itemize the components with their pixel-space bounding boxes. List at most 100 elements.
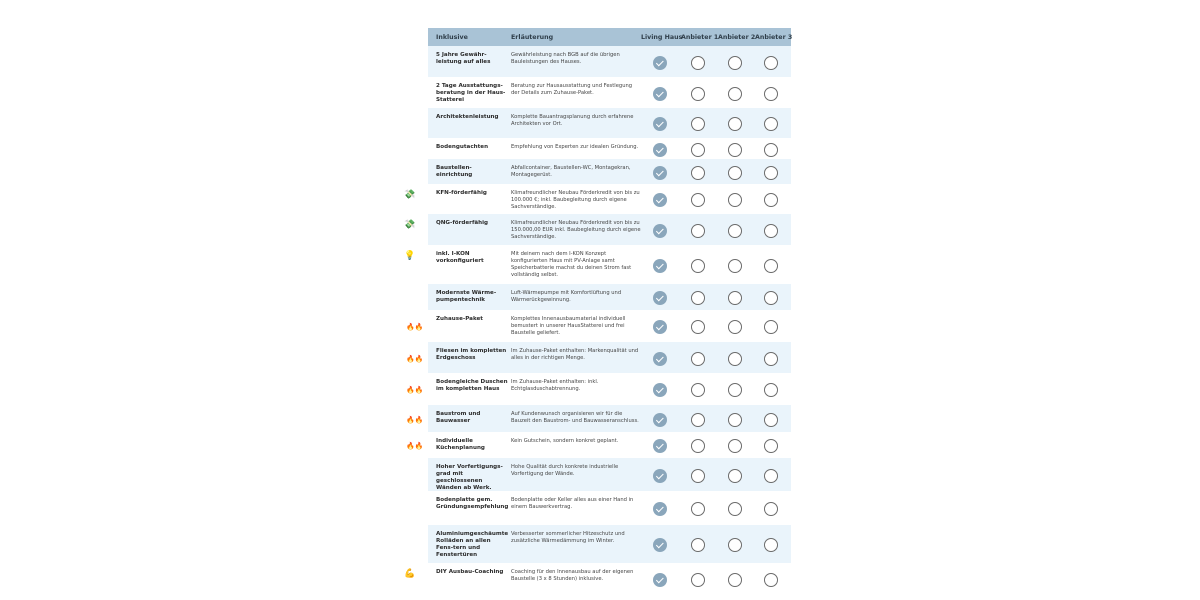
empty-circle-icon [764, 412, 778, 427]
feature-explanation: Im Zuhause-Paket enthalten: inkl. Echtgl… [511, 379, 599, 392]
table-row: 5 Jahre Gewähr-leistung auf alles Gewährl… [428, 46, 791, 77]
table-row: Baustellen-einrichtung Abfallcontainer, B… [428, 159, 791, 184]
feature-explanation: Empfehlung von Experten zur idealen Grün… [511, 144, 639, 150]
table-body: 5 Jahre Gewähr-leistung auf alles Gewährl… [404, 46, 791, 595]
header-anbieter-2: Anbieter 2 [718, 34, 756, 41]
check-icon [653, 193, 667, 207]
feature-explanation: Auf Kundenwunsch organisieren wir für di… [511, 411, 639, 424]
check-icon [653, 291, 667, 305]
check-icon [653, 468, 667, 483]
empty-circle-icon [728, 351, 742, 366]
feature-label: inkl. I-KON vorkonfiguriert [436, 251, 484, 264]
empty-circle-icon [764, 502, 778, 516]
empty-circle-icon [691, 320, 705, 334]
feature-label: Bodengleiche Duschen im kompletten Haus [436, 379, 508, 392]
feature-explanation: Im Zuhause-Paket enthalten: Markenqualit… [511, 348, 639, 361]
feature-explanation: Verbesserter sommerlicher Hitzeschutz un… [511, 531, 625, 544]
feature-label: Bodengutachten [436, 144, 489, 150]
table-row: 🔥🔥 Fliesen im kompletten Erdgeschoss Im Zu… [406, 342, 791, 373]
empty-circle-icon [728, 538, 742, 552]
empty-circle-icon [691, 223, 705, 238]
empty-circle-icon [764, 223, 778, 238]
empty-circle-icon [691, 55, 705, 70]
empty-circle-icon [728, 117, 742, 131]
empty-circle-icon [728, 291, 742, 305]
table-header: Inklusive Erläuterung Living Haus Anbiet… [428, 28, 793, 46]
empty-circle-icon [691, 383, 705, 397]
empty-circle-icon [764, 351, 778, 366]
feature-label: Baustellen-einrichtung [436, 165, 473, 178]
check-icon [653, 351, 667, 366]
empty-circle-icon [764, 573, 778, 587]
empty-circle-icon [691, 502, 705, 516]
feature-label: Aluminiumgeschäumte Rolläden an allen Fe… [436, 531, 509, 558]
table-row: Bodenplatte gem. Gründungsempfehlung Bode… [428, 491, 791, 525]
empty-circle-icon [764, 165, 778, 180]
table-row: 🔥🔥 Individuelle Küchenplanung Kein Gutsche… [406, 432, 791, 458]
check-icon [653, 142, 667, 157]
feature-label: Baustrom und Bauwasser [436, 411, 481, 424]
empty-circle-icon [728, 502, 742, 516]
fire-icon: 🔥🔥 [406, 442, 424, 450]
feature-explanation: Hohe Qualität durch konkrete industriell… [511, 464, 619, 477]
flexed-arm-icon: 💪 [404, 569, 416, 579]
empty-circle-icon [691, 538, 705, 552]
empty-circle-icon [764, 142, 778, 157]
empty-circle-icon [728, 193, 742, 207]
check-icon [653, 573, 667, 587]
feature-explanation: Luft-Wärmepumpe mit Komfortlüftung und W… [511, 290, 622, 303]
table-row: 💸 KFN-förderfähig Klimafreundlicher Neubau… [404, 184, 791, 214]
fire-icon: 🔥🔥 [406, 415, 424, 424]
feature-label: Architektenleistung [436, 114, 499, 120]
lightbulb-icon: 💡 [404, 251, 416, 261]
feature-explanation: Kein Gutschein, sondern konkret geplant. [511, 438, 619, 444]
check-icon [653, 412, 667, 427]
empty-circle-icon [728, 142, 742, 157]
feature-label: Bodenplatte gem. Gründungsempfehlung [436, 497, 509, 510]
feature-label: 5 Jahre Gewähr-leistung auf alles [436, 52, 491, 65]
header-inklusive: Inklusive [436, 34, 468, 41]
check-icon [653, 383, 667, 397]
empty-circle-icon [764, 193, 778, 207]
empty-circle-icon [728, 439, 742, 453]
feature-label: DIY Ausbau-Coaching [436, 569, 504, 575]
header-anbieter-1: Anbieter 1 [681, 34, 719, 41]
fire-icon: 🔥🔥 [406, 323, 424, 331]
feature-explanation: Mit deinem nach dem I-KON Konzept konfig… [511, 251, 632, 278]
empty-circle-icon [764, 55, 778, 70]
empty-circle-icon [764, 117, 778, 131]
empty-circle-icon [691, 258, 705, 273]
empty-circle-icon [764, 258, 778, 273]
table-row: 🔥🔥 Zuhause-Paket Komplettes Innenausbaumat… [406, 310, 791, 342]
empty-circle-icon [691, 412, 705, 427]
comparison-table: Inklusive Erläuterung Living Haus Anbiet… [404, 28, 793, 595]
header-anbieter-3: Anbieter 3 [755, 34, 793, 41]
feature-label: Individuelle Küchenplanung [436, 438, 485, 451]
feature-explanation: Beratung zur Hausausstattung und Festleg… [511, 83, 633, 96]
empty-circle-icon [764, 86, 778, 101]
feature-explanation: Komplettes Innenausbaumaterial individue… [511, 316, 626, 336]
table-row: 2 Tage Ausstattungs-beratung in der Haus… [428, 77, 791, 108]
empty-circle-icon [728, 165, 742, 180]
feature-explanation: Gewährleistung nach BGB auf die übrigen … [511, 52, 620, 65]
empty-circle-icon [691, 117, 705, 131]
table-row: 💸 QNG-förderfähig Klimafreundlicher Neubau… [404, 214, 791, 245]
table-row: Bodengutachten Empfehlung von Experten zu… [428, 138, 791, 159]
empty-circle-icon [691, 439, 705, 453]
feature-explanation: Klimafreundlicher Neubau Förderkredit vo… [511, 220, 641, 240]
header-erlaeuterung: Erläuterung [511, 34, 554, 41]
table-row: Aluminiumgeschäumte Rolläden an allen Fe… [428, 525, 791, 563]
money-icon: 💸 [404, 220, 416, 230]
table-row: 🔥🔥 Bodengleiche Duschen im kompletten Hau… [406, 373, 791, 405]
feature-explanation: Abfallcontainer, Baustellen-WC, Montagek… [511, 165, 631, 178]
empty-circle-icon [764, 538, 778, 552]
empty-circle-icon [728, 412, 742, 427]
fire-icon: 🔥🔥 [406, 354, 424, 363]
feature-label: Fliesen im kompletten Erdgeschoss [436, 348, 507, 361]
empty-circle-icon [691, 291, 705, 305]
feature-label: Modernste Wärme-pumpentechnik [436, 290, 497, 303]
empty-circle-icon [691, 86, 705, 101]
feature-explanation: Komplette Bauantragsplanung durch erfahr… [511, 114, 634, 127]
empty-circle-icon [728, 383, 742, 397]
empty-circle-icon [728, 55, 742, 70]
